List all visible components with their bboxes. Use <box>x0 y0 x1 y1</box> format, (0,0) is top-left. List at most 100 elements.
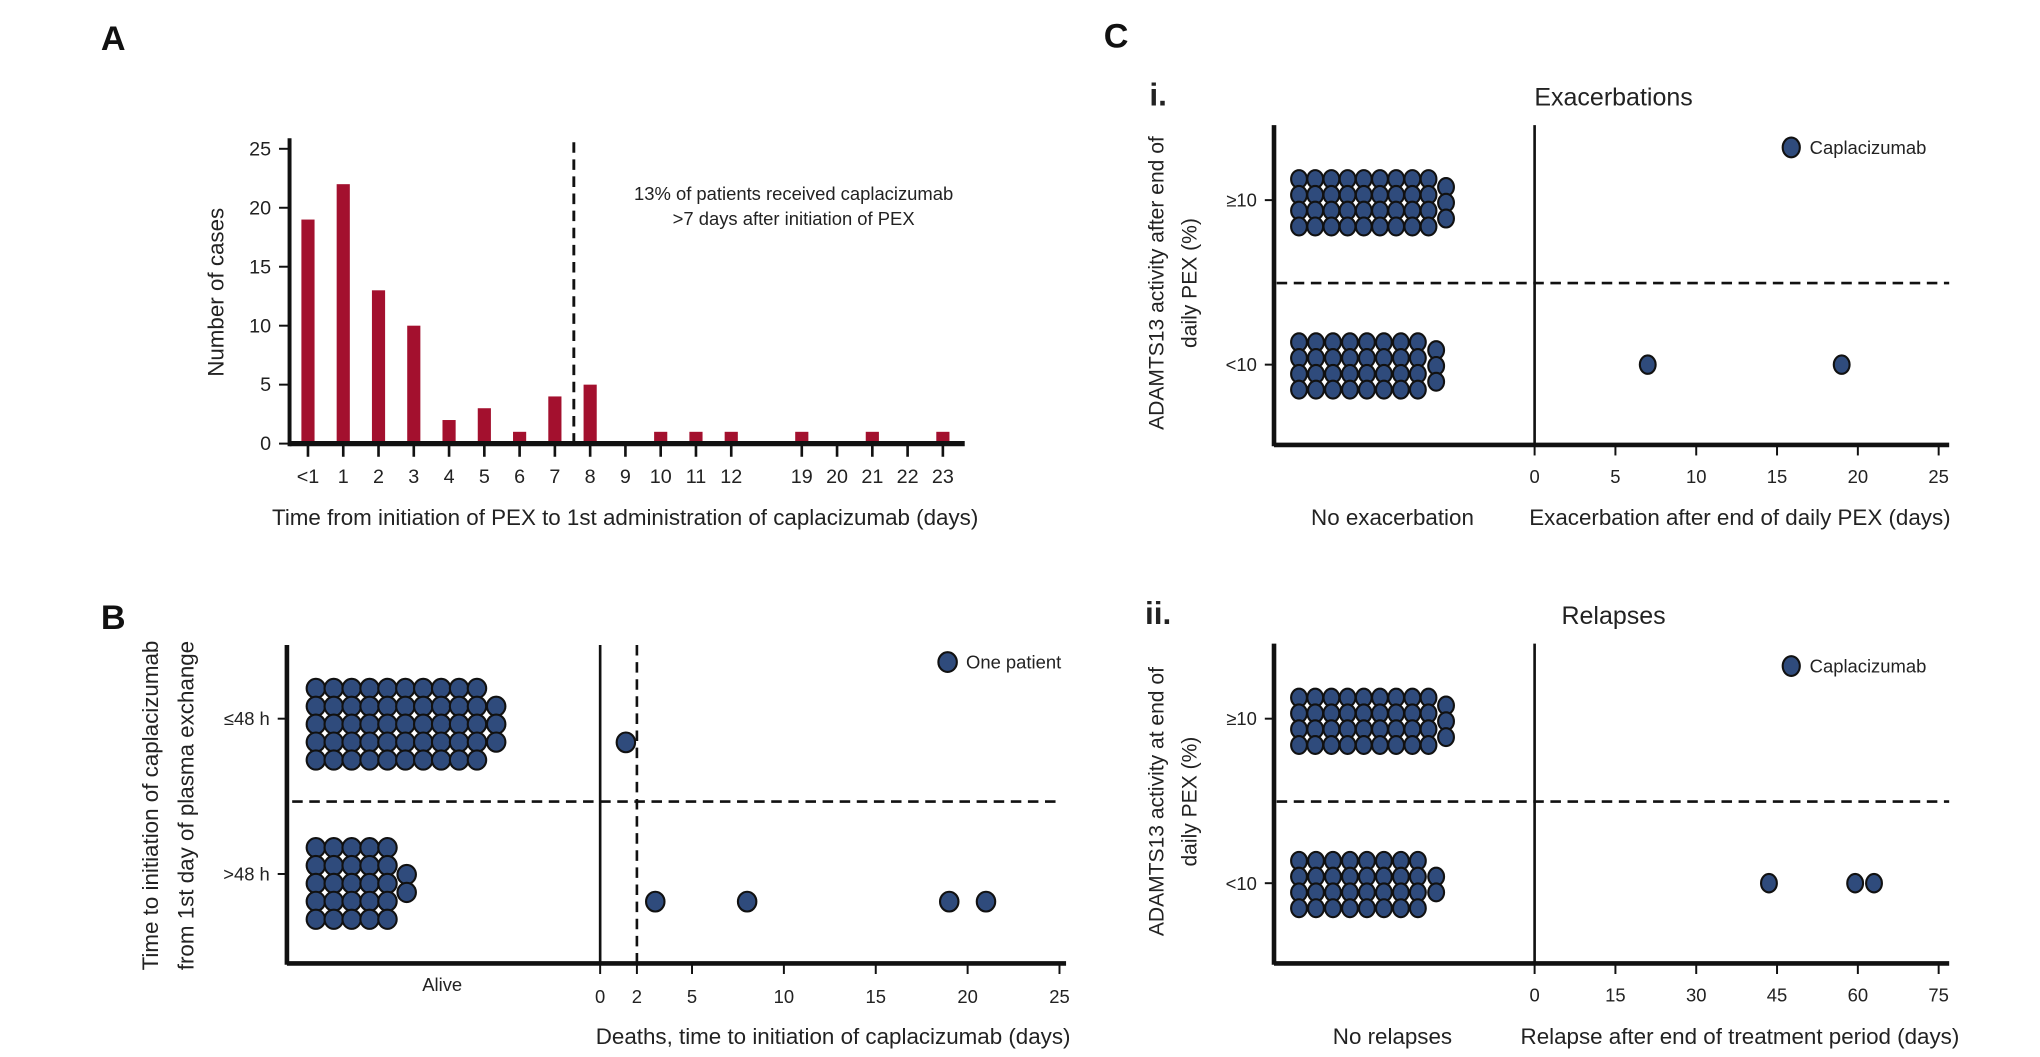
alive-dot <box>341 695 362 717</box>
alive-dot <box>305 854 327 877</box>
alive-dot <box>448 677 470 700</box>
death-point <box>645 890 666 913</box>
alive-dot <box>485 713 507 735</box>
x-tick-label: 6 <box>514 466 525 488</box>
alive-dot <box>305 837 327 859</box>
x-tick-label: 0 <box>595 986 605 1007</box>
bar <box>442 420 456 444</box>
no-event-dot <box>1391 379 1410 400</box>
death-point <box>938 890 960 913</box>
event-point <box>1832 354 1851 375</box>
no-event-dot <box>1338 216 1357 237</box>
alive-dot <box>377 713 398 735</box>
alive-dot <box>413 713 434 735</box>
chart-title: Exacerbations <box>1534 83 1692 111</box>
legend-label: Caplacizumab <box>1810 137 1927 158</box>
sub-panel-label: ii. <box>1145 595 1171 631</box>
no-event-dot <box>1427 882 1446 903</box>
x-tick-label: 1 <box>338 466 349 488</box>
chart-a-bar: <1 1 2 3 4 5 6 7 8 9 10 11 12 19 20 21 22 23051015202513%… <box>204 138 978 530</box>
x-tick-label: 5 <box>687 986 697 1007</box>
no-event-dot <box>1307 898 1325 919</box>
alive-dot <box>430 731 452 753</box>
sub-panel-label: i. <box>1149 76 1167 112</box>
alive-dot <box>485 695 507 717</box>
no-event-dot <box>1338 735 1357 756</box>
alive-dot <box>466 695 488 717</box>
y-tick-label: 0 <box>260 433 271 455</box>
no-event-dot <box>1290 898 1308 919</box>
alive-dot <box>323 908 345 930</box>
left-label: No relapses <box>1333 1024 1452 1049</box>
x-tick-label: 60 <box>1848 985 1868 1006</box>
alive-dot <box>305 872 327 895</box>
chart-ci-scatter: i. Exacerbations ≥10 <10 0 5 10 15 20 25 No exacer… <box>1145 76 1950 530</box>
x-axis-label: Relapse after end of treatment period (d… <box>1521 1024 1960 1049</box>
alive-dot <box>341 872 362 895</box>
alive-dot <box>359 713 380 735</box>
x-tick-label: 21 <box>861 466 883 488</box>
alive-dot <box>413 749 434 771</box>
alive-dot <box>323 695 345 717</box>
alive-dot <box>305 677 327 700</box>
no-event-dot <box>1371 735 1389 756</box>
alive-dot <box>466 713 488 735</box>
chart-cii-scatter: ii. Relapses ≥10 <10 0 15 30 45 60 75 No relapses R… <box>1145 595 1959 1049</box>
no-event-dot <box>1391 898 1410 919</box>
x-tick-label: 3 <box>408 466 419 488</box>
alive-dot <box>466 677 488 700</box>
x-tick-label: 12 <box>720 466 742 488</box>
no-event-dot <box>1357 379 1376 400</box>
bar <box>936 431 950 444</box>
no-event-dot <box>1354 735 1373 756</box>
x-tick-label: 20 <box>1848 466 1868 487</box>
alive-dot <box>341 854 362 877</box>
no-event-dot <box>1387 216 1406 237</box>
no-event-dot <box>1290 735 1308 756</box>
no-event-dot <box>1437 727 1455 748</box>
alive-dot <box>359 731 380 753</box>
alive-dot <box>395 695 416 717</box>
legend-dot <box>937 651 958 674</box>
x-tick-label: 23 <box>932 466 954 488</box>
no-event-dot <box>1354 216 1373 237</box>
x-tick-label: 11 <box>686 466 707 488</box>
event-point <box>1865 872 1883 894</box>
x-tick-label: 2 <box>632 986 642 1007</box>
death-point <box>975 890 997 913</box>
bar <box>371 290 386 444</box>
y-tick-label: 5 <box>260 374 271 396</box>
legend-label: One patient <box>966 652 1061 673</box>
no-event-dot <box>1419 216 1438 237</box>
x-tick-label: 10 <box>774 986 794 1007</box>
no-event-dot <box>1408 379 1427 400</box>
no-event-dot <box>1374 379 1393 400</box>
alive-dot <box>466 749 488 771</box>
x-tick-label: 10 <box>1686 466 1706 487</box>
alive-dot <box>305 908 327 930</box>
y-tick-label: 20 <box>249 197 271 219</box>
y-tick-label: <10 <box>1226 873 1257 894</box>
x-tick-label: 25 <box>1928 466 1948 487</box>
bar <box>513 431 527 444</box>
y-axis-label-line-2: daily PEX (%) <box>1178 218 1201 348</box>
alive-dot <box>359 749 380 771</box>
alive-dot <box>448 749 470 771</box>
alive-dot <box>413 695 434 717</box>
y-tick-label: >48 h <box>223 864 270 885</box>
x-tick-label: 25 <box>1049 986 1069 1007</box>
alive-dot <box>359 872 380 895</box>
no-event-dot <box>1371 216 1389 237</box>
alive-dot <box>305 731 327 753</box>
no-event-dot <box>1437 208 1455 229</box>
alive-dot <box>396 881 417 904</box>
no-event-dot <box>1408 898 1427 919</box>
legend-label: Caplacizumab <box>1810 656 1927 677</box>
bar <box>336 184 350 444</box>
bar <box>583 384 597 444</box>
alive-dot <box>448 713 470 735</box>
y-tick-label: 25 <box>249 138 271 160</box>
y-axis-label-line-1: ADAMTS13 activity at end of <box>1145 667 1168 936</box>
no-event-dot <box>1324 898 1342 919</box>
